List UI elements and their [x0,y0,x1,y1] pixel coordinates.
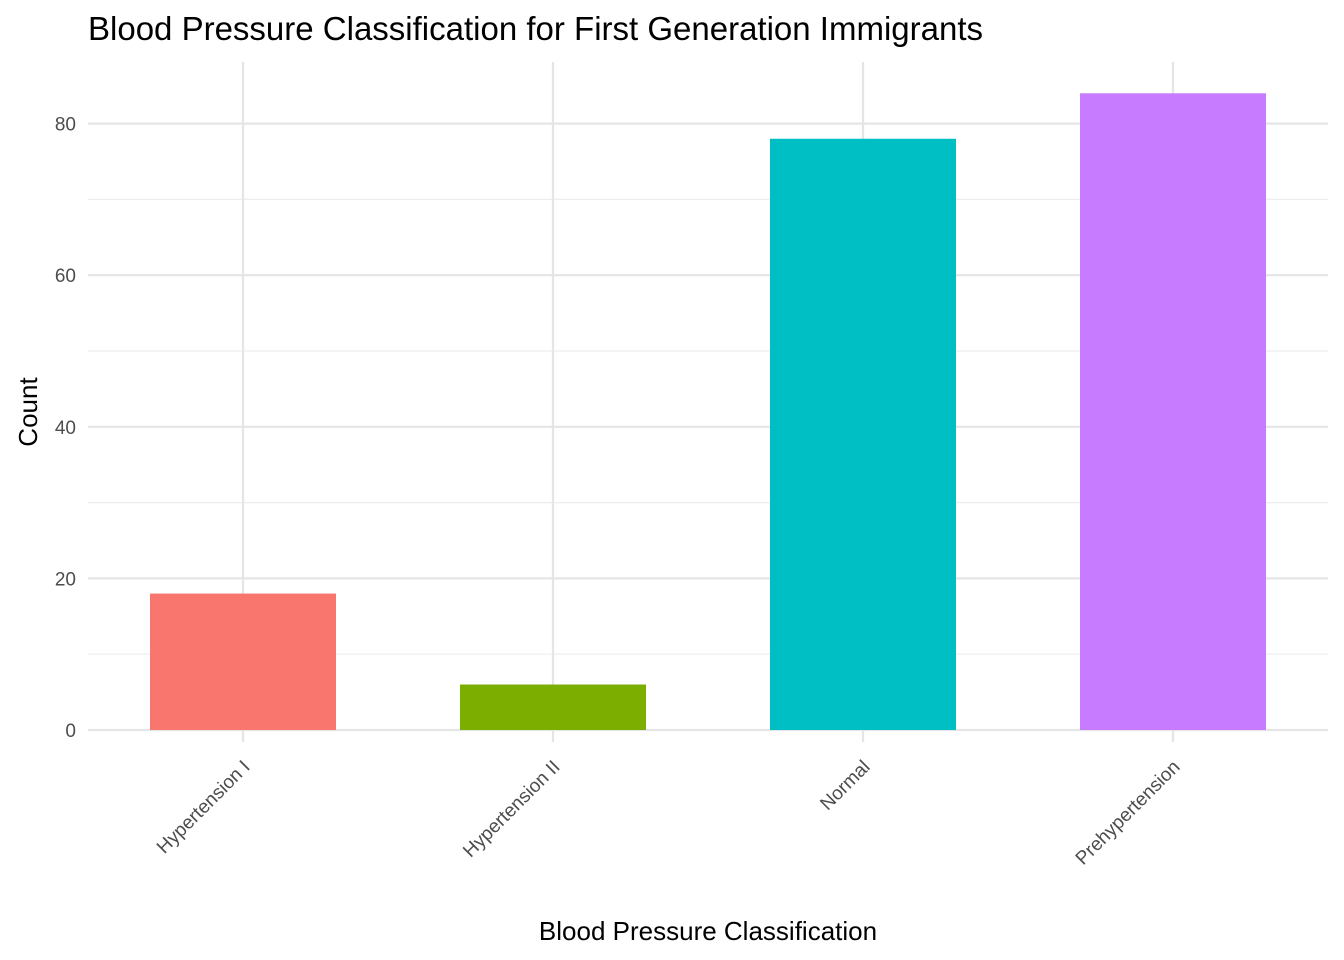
y-tick-label: 40 [55,418,76,439]
x-axis-title: Blood Pressure Classification [539,916,877,946]
y-axis-ticks: 0 20 40 60 80 [55,115,76,742]
bar [770,138,956,730]
bar [150,593,336,730]
bar [1080,93,1266,730]
x-axis-ticks: Hypertension I Hypertension II Normal Prehy… [153,757,1184,870]
y-tick-label: 80 [55,115,76,136]
bars [150,93,1266,730]
chart-title: Blood Pressure Classification for First … [88,10,983,47]
y-tick-label: 60 [55,266,76,287]
x-tick-label: Prehypertension [1072,757,1185,870]
x-tick-label: Hypertension II [459,757,564,862]
x-tick-label: Hypertension I [153,757,254,858]
bar [460,684,646,730]
y-tick-label: 0 [65,721,76,742]
y-tick-label: 20 [55,569,76,590]
x-tick-label: Normal [816,757,874,815]
y-axis-title: Count [13,377,43,447]
